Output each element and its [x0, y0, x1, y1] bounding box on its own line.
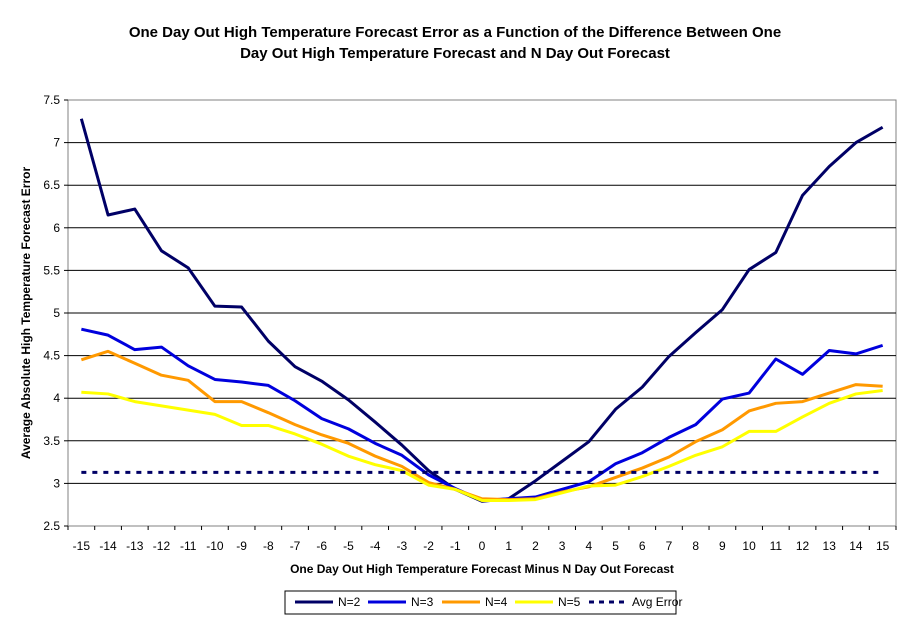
y-tick-label: 2.5 — [43, 519, 60, 533]
x-tick-label: -9 — [236, 539, 247, 553]
x-tick-label: 11 — [770, 539, 783, 553]
y-tick-label: 5.5 — [43, 263, 60, 277]
x-tick-label: 15 — [876, 539, 890, 553]
legend-box — [284, 590, 677, 615]
legend-label: N=3 — [411, 595, 434, 609]
x-tick-label: 14 — [849, 539, 863, 553]
x-tick-label: -10 — [206, 539, 224, 553]
x-tick-label: -1 — [450, 539, 461, 553]
x-tick-label: 3 — [559, 539, 566, 553]
y-tick-label: 6 — [53, 221, 60, 235]
legend-label: N=5 — [558, 595, 581, 609]
y-tick-label: 7 — [53, 136, 60, 150]
x-tick-label: 6 — [639, 539, 646, 553]
x-tick-label: 8 — [692, 539, 699, 553]
x-tick-label: -14 — [99, 539, 117, 553]
x-tick-label: 4 — [585, 539, 592, 553]
chart-title-line-2: Day Out High Temperature Forecast and N … — [240, 45, 670, 62]
x-tick-label: 10 — [742, 539, 756, 553]
y-tick-label: 4 — [53, 391, 60, 405]
series-n-4-line — [80, 349, 883, 502]
y-tick-label: 7.5 — [43, 93, 60, 107]
y-axis: 2.5 3 3.5 4 4.5 5 5.5 6 6.5 7 7.5 — [43, 93, 68, 533]
chart-title-line-1: One Day Out High Temperature Forecast Er… — [129, 24, 781, 41]
x-tick-label: 5 — [612, 539, 619, 553]
x-axis: -15 -14 -13 -12 -11 -10 -9 -8 -7 -6 -5 -4 -3 -2 -1 0 1 2 3… — [67, 526, 897, 553]
y-tick-label: 6.5 — [43, 178, 60, 192]
x-tick-label: -8 — [263, 539, 274, 553]
x-tick-label: -15 — [73, 539, 91, 553]
legend-label: Avg Error — [632, 595, 682, 609]
x-tick-label: 0 — [479, 539, 486, 553]
y-tick-label: 5 — [53, 306, 60, 320]
y-tick-label: 3.5 — [43, 434, 60, 448]
x-tick-label: -2 — [423, 539, 434, 553]
x-tick-label: -4 — [370, 539, 381, 553]
y-axis-title: Average Absolute High Temperature Foreca… — [19, 167, 33, 460]
series-lines — [79, 118, 884, 503]
gridlines — [68, 142, 896, 484]
x-tick-label: 9 — [719, 539, 726, 553]
x-tick-label: 2 — [532, 539, 539, 553]
x-tick-label: -11 — [180, 539, 197, 553]
x-axis-title: One Day Out High Temperature Forecast Mi… — [290, 562, 674, 576]
y-tick-label: 3 — [53, 476, 60, 490]
y-tick-label: 4.5 — [43, 349, 60, 363]
legend-label: N=4 — [485, 595, 508, 609]
x-tick-label: -13 — [126, 539, 144, 553]
x-tick-label: -6 — [316, 539, 327, 553]
x-tick-label: 13 — [823, 539, 837, 553]
series-n-5-line — [81, 389, 883, 502]
x-tick-label: -7 — [290, 539, 301, 553]
x-tick-label: -3 — [397, 539, 408, 553]
chart-title: One Day Out High Temperature Forecast Er… — [129, 24, 781, 62]
x-tick-label: 1 — [505, 539, 512, 553]
legend: N=2 N=3 N=4 N=5 Avg Error — [284, 590, 682, 615]
x-tick-label: -12 — [153, 539, 171, 553]
x-tick-label: 7 — [666, 539, 673, 553]
x-tick-label: 12 — [796, 539, 810, 553]
x-tick-label: -5 — [343, 539, 354, 553]
legend-label: N=2 — [338, 595, 361, 609]
